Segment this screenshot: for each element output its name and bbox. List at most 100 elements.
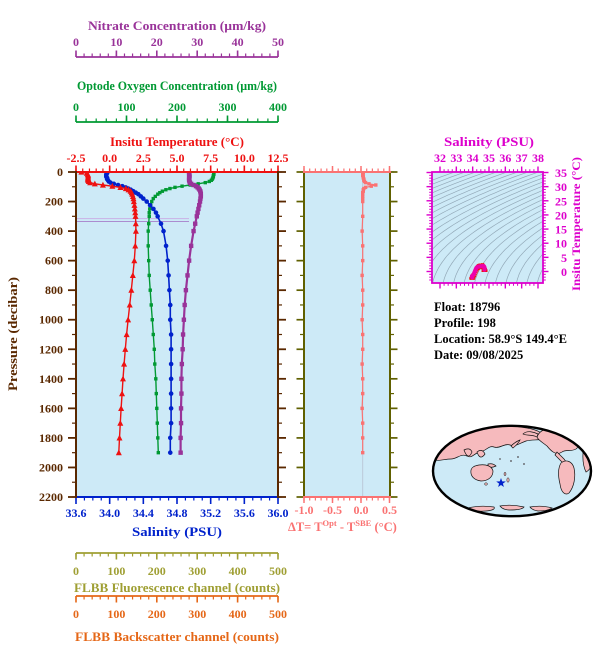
data-point xyxy=(116,434,123,441)
data-point xyxy=(178,406,184,411)
data-point xyxy=(361,332,365,337)
tick-label: 600 xyxy=(45,254,63,268)
tick-label: 37 xyxy=(516,151,528,165)
data-point xyxy=(117,419,124,426)
data-point xyxy=(185,273,190,278)
contour-line xyxy=(432,172,496,198)
tick-label: 34.8 xyxy=(167,506,188,520)
data-point xyxy=(147,210,151,215)
contour-line xyxy=(432,172,506,203)
data-point xyxy=(179,391,184,396)
data-point xyxy=(173,185,177,190)
data-point xyxy=(87,179,94,186)
data-point xyxy=(361,303,365,307)
tick-label: 2200 xyxy=(39,490,63,504)
data-point xyxy=(163,243,169,249)
data-point xyxy=(363,180,368,185)
data-point xyxy=(183,287,189,293)
map-outline xyxy=(431,424,593,518)
tick-label: 50 xyxy=(272,35,284,49)
data-point xyxy=(198,194,204,199)
data-point xyxy=(132,220,139,227)
data-point xyxy=(198,191,204,197)
data-point xyxy=(150,199,154,204)
data-point xyxy=(154,377,158,381)
data-point xyxy=(196,206,201,212)
data-point xyxy=(153,194,157,199)
data-point xyxy=(160,189,165,193)
tick-label: 30 xyxy=(191,35,203,49)
landmass-nz-north xyxy=(503,471,507,477)
contour-line xyxy=(526,254,543,283)
tick-label: 10 xyxy=(555,237,567,251)
tick-label: 200 xyxy=(148,607,166,621)
tick-label: -2.5 xyxy=(67,151,86,165)
data-point xyxy=(361,194,365,199)
data-point xyxy=(130,195,137,202)
tick-label: 400 xyxy=(45,224,63,238)
data-point xyxy=(91,180,98,187)
data-point xyxy=(361,288,365,292)
delta-t-title-prefix: ΔT= T xyxy=(288,520,323,534)
data-point xyxy=(128,286,135,293)
data-point xyxy=(153,210,159,215)
date-line: Date: 09/08/2025 xyxy=(434,348,523,362)
data-point xyxy=(166,273,171,278)
tick-label: -1.0 xyxy=(295,503,314,517)
landmass-antarctica-2 xyxy=(499,504,525,511)
tick-label: 35 xyxy=(555,166,567,180)
data-point xyxy=(361,199,365,204)
data-point xyxy=(180,184,184,188)
data-point xyxy=(129,272,136,279)
tick-label: 34 xyxy=(467,151,479,165)
axes-frames-ticks xyxy=(68,50,549,603)
data-point xyxy=(361,244,365,248)
data-point xyxy=(168,420,174,426)
tick-label: 200 xyxy=(168,100,186,114)
contour-line xyxy=(495,227,543,283)
data-point xyxy=(147,273,151,278)
data-point xyxy=(131,201,138,208)
tick-label: 2000 xyxy=(39,460,63,474)
tick-label: 300 xyxy=(188,607,206,621)
data-point xyxy=(198,196,203,201)
data-point xyxy=(167,317,173,323)
profile-number-line: Profile: 198 xyxy=(434,316,496,330)
tick-label: 38 xyxy=(532,151,544,165)
data-point xyxy=(168,346,174,352)
data-point xyxy=(374,183,378,187)
tick-label: 400 xyxy=(269,100,287,114)
delta-t-title-mid: - T xyxy=(337,520,356,534)
data-point xyxy=(155,406,159,411)
delta-t-title-sup-opt: Opt xyxy=(323,518,337,528)
data-point xyxy=(115,449,122,456)
tick-label: 500 xyxy=(269,607,287,621)
float-number-line: Float: 18796 xyxy=(434,300,500,314)
data-point xyxy=(132,242,139,249)
data-point xyxy=(361,214,365,219)
data-point xyxy=(147,258,151,263)
data-point xyxy=(181,317,187,322)
landmass-australia xyxy=(470,464,494,482)
contour-line xyxy=(432,172,485,193)
tick-label: 100 xyxy=(107,564,125,578)
data-point xyxy=(360,362,364,366)
tick-label: 12.5 xyxy=(268,151,289,165)
data-point xyxy=(195,210,200,215)
data-point xyxy=(168,391,174,396)
data-point xyxy=(361,450,365,455)
tick-label: 100 xyxy=(118,100,136,114)
data-point xyxy=(179,376,184,382)
contour-line xyxy=(432,172,538,219)
data-point xyxy=(132,209,139,216)
tick-label: 200 xyxy=(148,564,166,578)
contour-line xyxy=(432,172,517,208)
landmass-japan xyxy=(510,439,521,449)
tick-label: 5.0 xyxy=(170,151,185,165)
data-point xyxy=(119,390,126,397)
data-point xyxy=(167,287,172,293)
data-point xyxy=(122,346,129,352)
data-point xyxy=(192,221,198,226)
data-point xyxy=(147,202,153,208)
